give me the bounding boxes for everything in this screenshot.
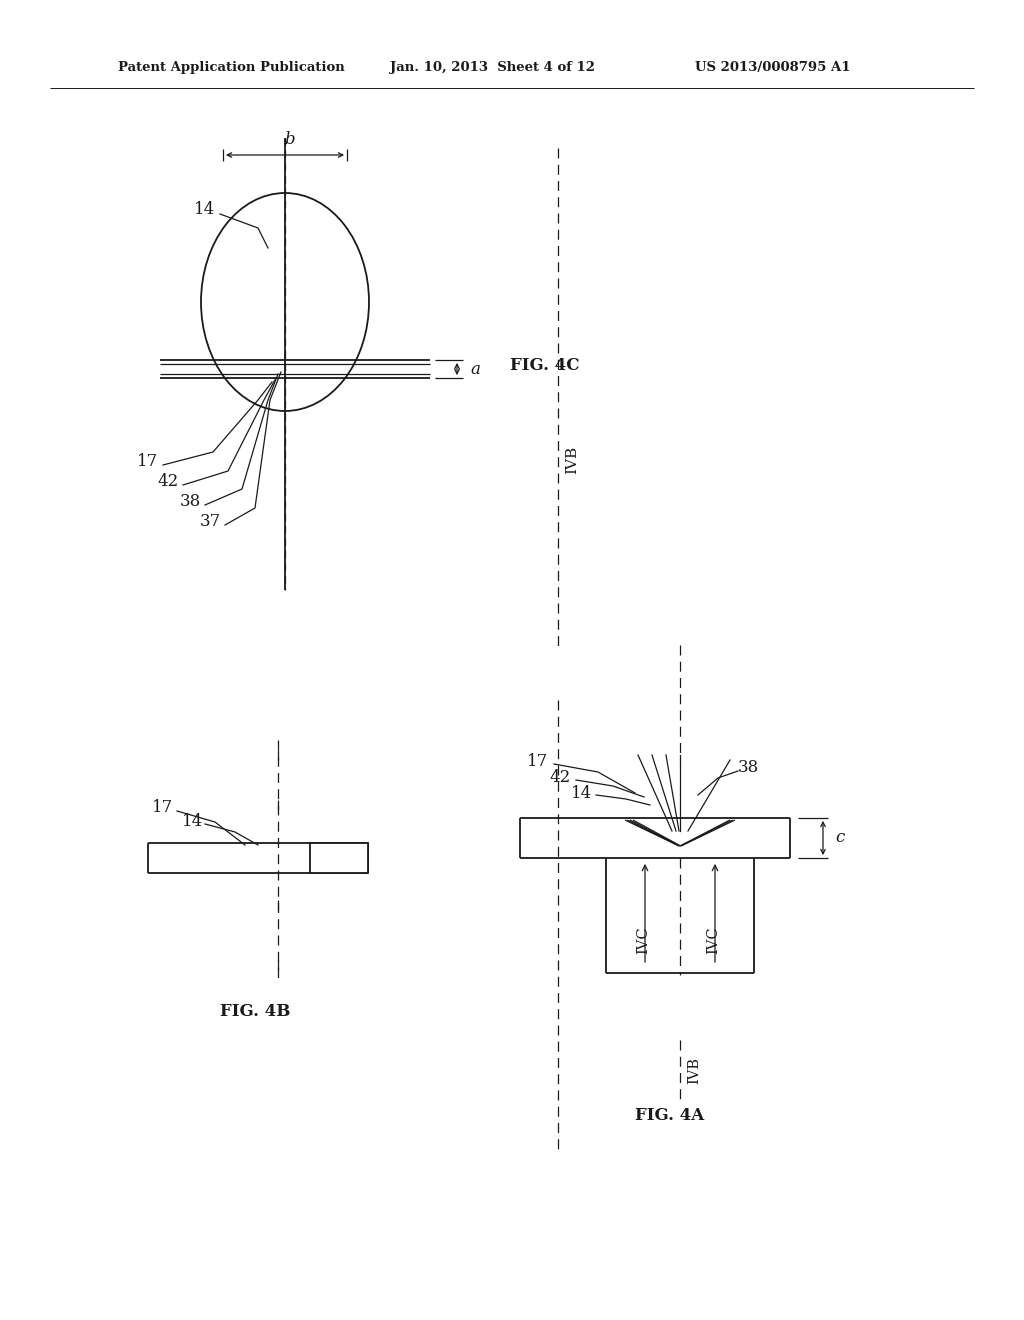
Text: b: b	[285, 131, 295, 148]
Text: IVB: IVB	[687, 1056, 701, 1084]
Text: 38: 38	[179, 494, 201, 511]
Text: US 2013/0008795 A1: US 2013/0008795 A1	[695, 62, 851, 74]
Text: Jan. 10, 2013  Sheet 4 of 12: Jan. 10, 2013 Sheet 4 of 12	[390, 62, 595, 74]
Text: FIG. 4C: FIG. 4C	[510, 356, 580, 374]
Text: 14: 14	[571, 784, 593, 801]
Text: 38: 38	[737, 759, 759, 776]
Text: a: a	[470, 360, 480, 378]
Text: 42: 42	[549, 770, 570, 787]
Text: 37: 37	[200, 513, 220, 531]
Text: IVC: IVC	[636, 927, 650, 954]
Text: IVC: IVC	[706, 927, 720, 954]
Text: 17: 17	[137, 454, 159, 470]
Bar	[310, 843, 368, 873]
Text: 42: 42	[158, 474, 178, 491]
Text: c: c	[836, 829, 845, 846]
Text: Patent Application Publication: Patent Application Publication	[118, 62, 345, 74]
Text: 17: 17	[527, 754, 549, 771]
Text: 14: 14	[195, 202, 216, 219]
Text: FIG. 4B: FIG. 4B	[220, 1003, 290, 1020]
Text: FIG. 4A: FIG. 4A	[635, 1106, 705, 1123]
Text: IVB: IVB	[565, 446, 579, 474]
Text: 17: 17	[153, 800, 174, 817]
Text: 14: 14	[182, 813, 204, 830]
